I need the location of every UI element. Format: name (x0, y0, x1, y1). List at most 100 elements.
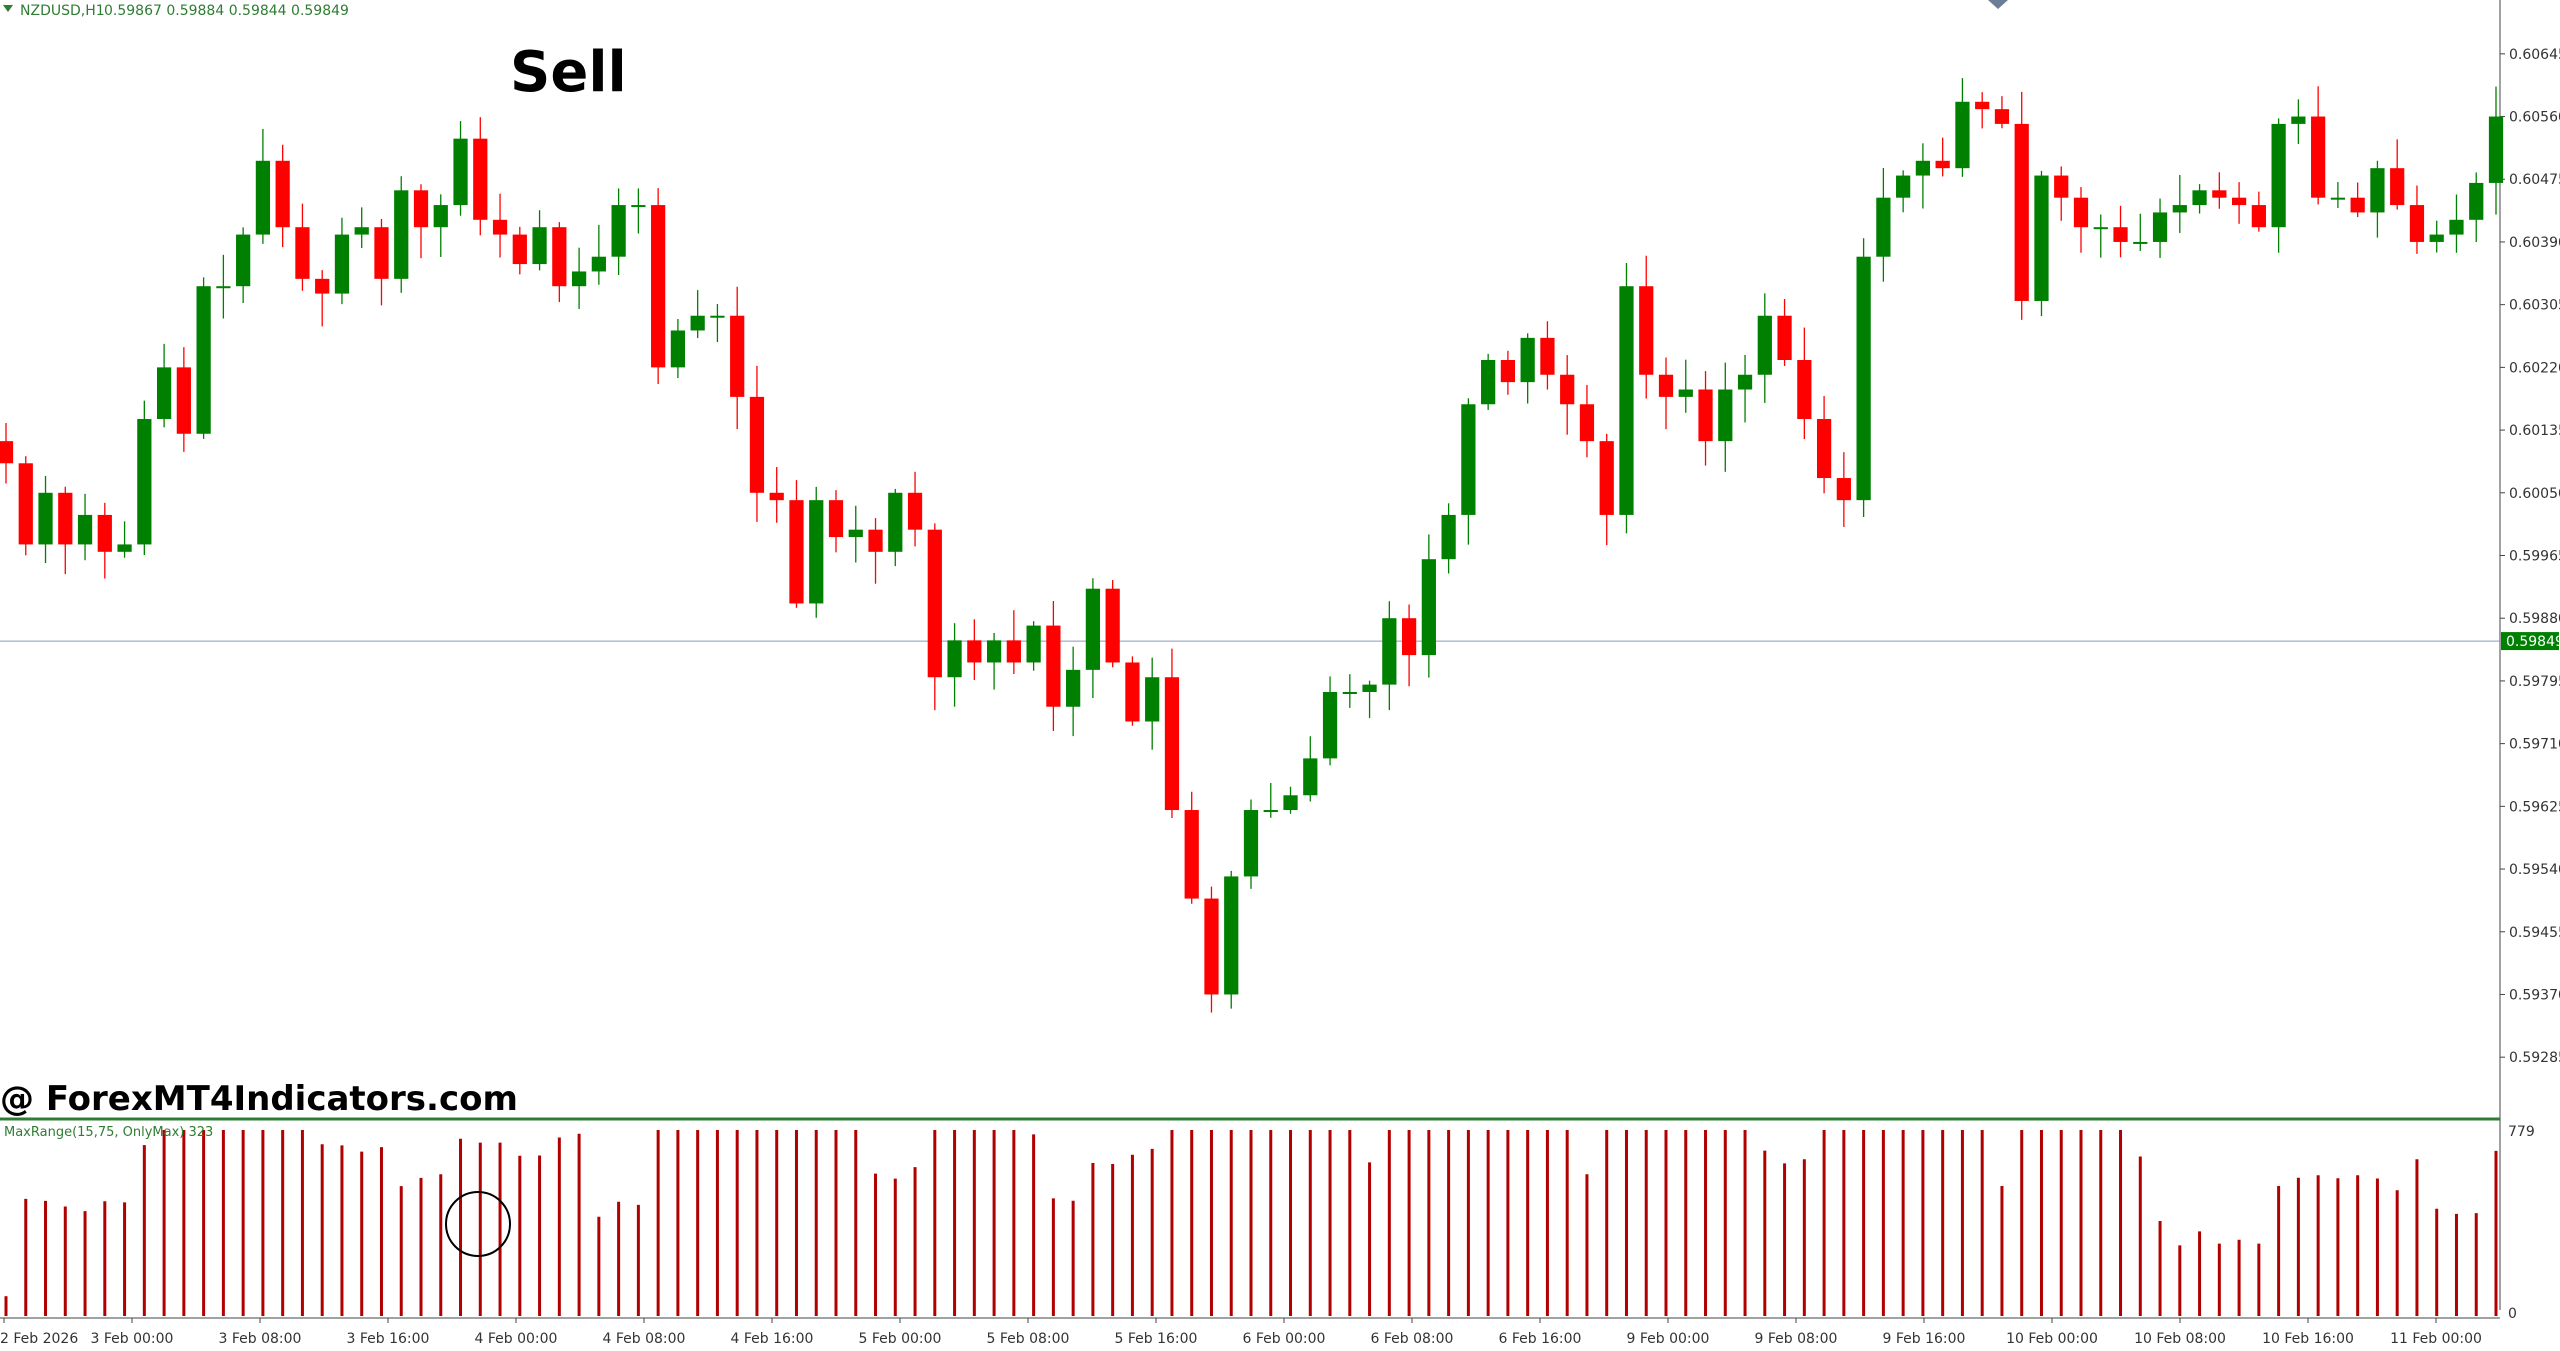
candle-body (473, 138, 488, 220)
candle-body (1125, 662, 1140, 722)
candle (769, 467, 784, 523)
candle-body (117, 544, 132, 552)
candle (413, 184, 429, 259)
candle (1994, 96, 2010, 129)
candle-body (2172, 205, 2187, 213)
candle (1303, 736, 1318, 802)
candle (1164, 648, 1180, 819)
candle-body (1975, 101, 1990, 110)
price-tick-label: 0.59795 (2509, 674, 2560, 690)
candle (334, 217, 350, 305)
time-tick-label: 5 Feb 00:00 (859, 1331, 942, 1347)
candle-body (1362, 684, 1377, 692)
candle-body (156, 367, 172, 420)
candle-body (1263, 810, 1278, 813)
candle-body (1935, 160, 1950, 169)
time-tick-label: 10 Feb 00:00 (2006, 1331, 2098, 1347)
candle (1777, 299, 1792, 366)
candle-body (394, 190, 409, 279)
candle-body (1579, 404, 1595, 442)
candle (1876, 167, 1891, 282)
candle-body (1560, 374, 1575, 405)
candle (473, 117, 488, 236)
candle-body (789, 500, 804, 604)
watermark-text: @ ForexMT4Indicators.com (0, 1079, 518, 1119)
candle-body (1224, 876, 1239, 995)
candle-body (413, 190, 429, 228)
candle-body (216, 286, 231, 289)
candle-body (1085, 588, 1101, 670)
candle-body (1461, 404, 1476, 515)
current-price-marker (2501, 632, 2559, 651)
time-tick-label: 10 Feb 16:00 (2262, 1331, 2354, 1347)
candle-body (334, 234, 350, 294)
time-tick-label: 5 Feb 08:00 (987, 1331, 1070, 1347)
candle-body (236, 234, 251, 287)
candle (2093, 214, 2108, 258)
candle (492, 193, 508, 258)
candle-body (255, 160, 271, 235)
candle (1125, 656, 1140, 726)
candle (2192, 184, 2207, 214)
candle (156, 343, 172, 428)
indicator-bars-layer (4, 1130, 2498, 1316)
candle-body (1658, 374, 1674, 397)
candle (1935, 137, 1950, 177)
candle-body (77, 514, 93, 545)
candle (453, 121, 468, 216)
candle-body (749, 396, 765, 493)
candle (1322, 676, 1338, 766)
candle (710, 304, 725, 343)
candle (1639, 255, 1654, 399)
candle (552, 222, 567, 303)
candle (1026, 621, 1041, 671)
indicator-min-label: 0 (2508, 1306, 2517, 1322)
time-tick-label: 4 Feb 08:00 (603, 1331, 686, 1347)
candle-body (552, 227, 567, 287)
candle-body (769, 492, 784, 501)
symbol-dropdown-icon[interactable] (3, 5, 13, 12)
candle (888, 488, 903, 567)
candle (1204, 886, 1219, 1013)
candle-body (1619, 286, 1634, 515)
candle (1955, 78, 1970, 177)
candle (1915, 143, 1931, 209)
candle-body (1421, 559, 1436, 656)
price-tick-label: 0.59455 (2509, 925, 2560, 941)
candle-body (2429, 234, 2444, 242)
candle-body (2469, 182, 2484, 220)
candle-body (1816, 419, 1832, 479)
time-tick-label: 3 Feb 00:00 (91, 1331, 174, 1347)
candle-body (1757, 315, 1772, 375)
candle-body (2093, 227, 2108, 230)
candle (2311, 86, 2326, 205)
price-tick-label: 0.60645 (2509, 47, 2560, 63)
candle (2034, 170, 2049, 317)
candle-body (295, 227, 310, 279)
candle (2390, 139, 2405, 210)
candle (1737, 354, 1753, 423)
candle (1006, 610, 1021, 674)
candle (1856, 238, 1871, 517)
candle-body (433, 205, 448, 228)
candle-body (97, 514, 112, 552)
candle-body (651, 205, 666, 368)
candle (2133, 213, 2148, 251)
candle-body (38, 492, 53, 545)
candle (1362, 680, 1377, 718)
time-tick-label: 3 Feb 08:00 (219, 1331, 302, 1347)
candle (58, 486, 73, 575)
candle-body (1599, 441, 1614, 515)
candle (1718, 362, 1733, 472)
candle (1283, 786, 1298, 814)
candle-body (2449, 219, 2464, 235)
candle (868, 518, 883, 584)
candle-body (907, 492, 923, 530)
chart-shift-marker-icon[interactable] (1988, 0, 2008, 9)
candle-body (986, 640, 1002, 663)
